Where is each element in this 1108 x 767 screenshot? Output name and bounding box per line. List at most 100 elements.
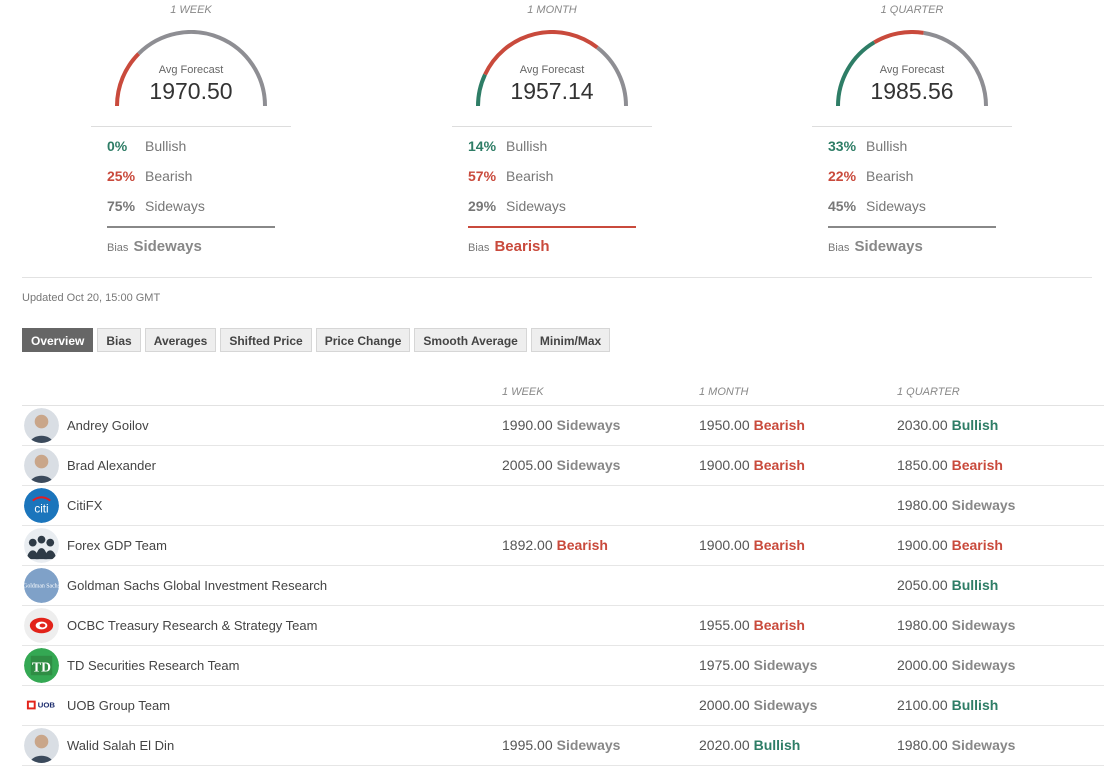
- avatar[interactable]: [24, 728, 59, 763]
- forecast-value: 1850.00: [897, 457, 948, 473]
- table-row[interactable]: Brad Alexander 2005.00 Sideways 1900.00 Bear…: [22, 446, 1104, 486]
- forecast-bias: Sideways: [951, 617, 1016, 633]
- table-row[interactable]: Goldman Sachs Goldman Sachs Global Invest…: [22, 566, 1104, 606]
- forecast-value: 2000.00: [897, 657, 948, 673]
- forecast-value: 1995.00: [502, 737, 553, 753]
- contributor-name[interactable]: CitiFX: [67, 498, 103, 513]
- avg-forecast-label: Avg Forecast: [519, 64, 585, 76]
- citi-logo[interactable]: citi: [24, 488, 59, 523]
- stat-percent: 22%: [828, 168, 857, 184]
- contributor-name[interactable]: OCBC Treasury Research & Strategy Team: [67, 618, 318, 633]
- forecast-bias: Bullish: [951, 697, 999, 713]
- tab-smooth-average[interactable]: Smooth Average: [414, 328, 527, 352]
- bias-label: Bias: [107, 242, 129, 254]
- sideways-arc-segment: [923, 30, 988, 107]
- gauge-period-label: 1 QUARTER: [880, 4, 944, 16]
- gauge-period-label: 1 MONTH: [527, 4, 577, 16]
- forecast-bias: Bearish: [753, 537, 805, 553]
- uob-logo[interactable]: UOB: [24, 688, 59, 723]
- stat-percent: 25%: [107, 168, 136, 184]
- tab-overview[interactable]: Overview: [22, 328, 94, 352]
- column-header-quarter: 1 QUARTER: [897, 386, 960, 398]
- stat-label: Bullish: [506, 138, 548, 154]
- forecast-bias: Bullish: [753, 737, 801, 753]
- contributor-name[interactable]: Forex GDP Team: [67, 538, 167, 553]
- contributor-name[interactable]: Walid Salah El Din: [67, 738, 175, 753]
- forecast-bias: Bullish: [951, 577, 999, 593]
- stat-label: Sideways: [145, 198, 205, 214]
- forecast-value: 1990.00: [502, 417, 553, 433]
- contributor-name[interactable]: UOB Group Team: [67, 698, 171, 713]
- avatar[interactable]: [24, 408, 59, 443]
- tab-minim-max[interactable]: Minim/Max: [530, 328, 611, 352]
- quarter-forecast-cell: 1980.00 Sideways: [897, 617, 1015, 633]
- contributor-name[interactable]: Brad Alexander: [67, 458, 156, 473]
- forecast-bias: Bearish: [753, 617, 805, 633]
- bullish-stat: 0% Bullish: [107, 138, 186, 154]
- bearish-arc-segment: [115, 52, 141, 107]
- table-row[interactable]: TD TD Securities Research Team 1975.00 Side…: [22, 646, 1104, 686]
- quarter-forecast-cell: 2000.00 Sideways: [897, 657, 1015, 673]
- forecast-value: 1980.00: [897, 617, 948, 633]
- bullish-stat: 33% Bullish: [828, 138, 907, 154]
- column-header-week: 1 WEEK: [502, 386, 544, 398]
- bias-label: Bias: [468, 242, 490, 254]
- stat-percent: 33%: [828, 138, 857, 154]
- week-forecast-cell: 1990.00 Sideways: [502, 417, 620, 433]
- avg-forecast-value: 1957.14: [510, 78, 594, 104]
- bias-summary: Bias Bearish: [468, 238, 550, 255]
- forecast-bias: Bearish: [753, 457, 805, 473]
- tab-price-change[interactable]: Price Change: [315, 328, 411, 352]
- gauge-divider: [812, 126, 1012, 127]
- table-row[interactable]: citi CitiFX 1980.00 Sideways: [22, 486, 1104, 526]
- tab-shifted-price[interactable]: Shifted Price: [220, 328, 312, 352]
- table-header-divider: [22, 405, 1104, 406]
- ocbc-logo[interactable]: [24, 608, 59, 643]
- bias-summary: Bias Sideways: [828, 238, 923, 255]
- column-header-month: 1 MONTH: [699, 386, 749, 398]
- month-forecast-cell: 2000.00 Sideways: [699, 697, 817, 713]
- forecast-bias: Sideways: [951, 737, 1016, 753]
- tab-averages[interactable]: Averages: [144, 328, 217, 352]
- stat-label: Bearish: [506, 168, 554, 184]
- month-forecast-cell: 2020.00 Bullish: [699, 737, 800, 753]
- avatar[interactable]: [24, 448, 59, 483]
- bullish-arc-segment: [836, 40, 876, 107]
- forecast-bias: Sideways: [951, 497, 1016, 513]
- table-row[interactable]: Andrey Goilov 1990.00 Sideways 1950.00 Beari…: [22, 406, 1104, 446]
- stat-percent: 75%: [107, 198, 136, 214]
- contributor-name[interactable]: Andrey Goilov: [67, 418, 149, 433]
- contributor-name[interactable]: TD Securities Research Team: [67, 658, 240, 673]
- stat-label: Bearish: [866, 168, 914, 184]
- table-row[interactable]: Walid Salah El Din 1995.00 Sideways 2020.00…: [22, 726, 1104, 766]
- week-forecast-cell: 1892.00 Bearish: [502, 537, 608, 553]
- tab-bias[interactable]: Bias: [97, 328, 141, 352]
- svg-text:Goldman Sachs: Goldman Sachs: [24, 583, 59, 589]
- goldman-logo[interactable]: Goldman Sachs: [24, 568, 59, 603]
- table-row[interactable]: OCBC Treasury Research & Strategy Team 19…: [22, 606, 1104, 646]
- quarter-forecast-cell: 2050.00 Bullish: [897, 577, 998, 593]
- forecast-value: 2020.00: [699, 737, 750, 753]
- month-forecast-cell: 1950.00 Bearish: [699, 417, 805, 433]
- forecast-bias: Sideways: [556, 457, 621, 473]
- table-row[interactable]: UOB UOB Group Team 2000.00 Sideways 2100.00 B…: [22, 686, 1104, 726]
- contributor-name[interactable]: Goldman Sachs Global Investment Research: [67, 578, 328, 593]
- forecast-bias: Bearish: [556, 537, 608, 553]
- month-forecast-cell: 1900.00 Bearish: [699, 537, 805, 553]
- team-avatar[interactable]: [24, 528, 59, 563]
- stat-label: Bullish: [866, 138, 908, 154]
- forecast-value: 1975.00: [699, 657, 750, 673]
- td-logo[interactable]: TD: [24, 648, 59, 683]
- forecast-value: 1955.00: [699, 617, 750, 633]
- bias-value: Bearish: [494, 238, 550, 255]
- stat-percent: 45%: [828, 198, 857, 214]
- svg-text:TD: TD: [32, 659, 51, 674]
- sideways-arc-segment: [596, 45, 628, 107]
- gauge-divider: [452, 126, 652, 127]
- bias-underline: [828, 226, 996, 228]
- week-forecast-cell: 2005.00 Sideways: [502, 457, 620, 473]
- forecast-value: 2000.00: [699, 697, 750, 713]
- bias-summary: Bias Sideways: [107, 238, 202, 255]
- table-row[interactable]: Forex GDP Team 1892.00 Bearish 1900.00 Beari…: [22, 526, 1104, 566]
- bearish-stat: 57% Bearish: [468, 168, 553, 184]
